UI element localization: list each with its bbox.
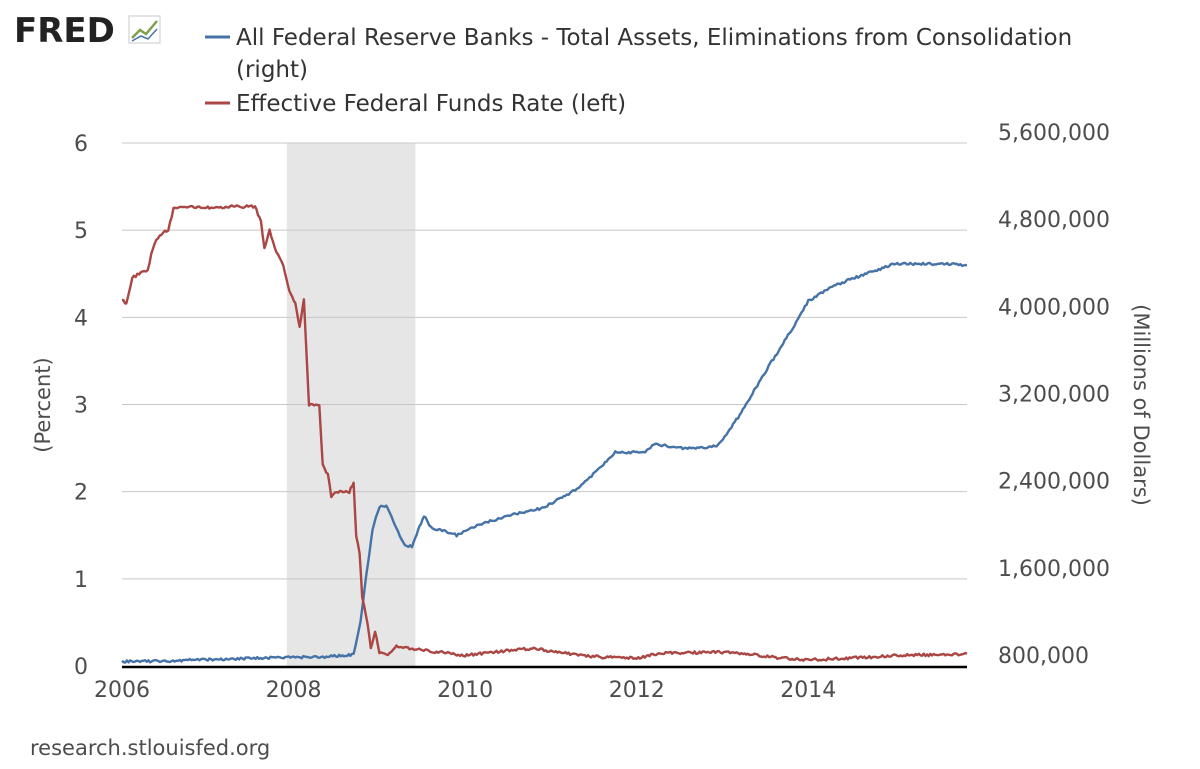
x-tick-label: 2010 xyxy=(437,678,493,703)
fred-graph-icon xyxy=(131,20,158,39)
y-left-tick-label: 6 xyxy=(74,132,88,157)
y-left-tick-label: 0 xyxy=(74,655,88,680)
legend-label-assets: All Federal Reserve Banks - Total Assets… xyxy=(236,25,1072,51)
fred-graph-icon-line xyxy=(131,28,158,42)
legend: All Federal Reserve Banks - Total Assets… xyxy=(205,25,1072,117)
fred-graph-icon-frame xyxy=(128,15,161,44)
y-left-tick-label: 3 xyxy=(74,394,88,419)
y-axis-left-title: (Percent) xyxy=(31,357,55,452)
series-line-total-assets xyxy=(121,261,968,664)
y-right-tick-label: 4,800,000 xyxy=(998,208,1110,233)
y-left-tick-label: 4 xyxy=(74,306,88,331)
y-right-tick-label: 4,000,000 xyxy=(998,295,1110,320)
y-right-tick-label: 800,000 xyxy=(998,644,1089,669)
y-right-tick-label: 2,400,000 xyxy=(998,470,1110,495)
y-right-tick-label: 1,600,000 xyxy=(998,557,1110,582)
y-axis-right-title: (Millions of Dollars) xyxy=(1129,304,1153,506)
legend-label-assets-axis: (right) xyxy=(236,57,308,83)
y-left-tick-label: 2 xyxy=(74,481,88,506)
legend-label-fedfunds: Effective Federal Funds Rate (left) xyxy=(236,91,626,117)
series-lines xyxy=(121,204,968,664)
fred-logo-text: FRED xyxy=(14,11,115,51)
gridlines xyxy=(122,142,967,580)
y-left-tick-label: 1 xyxy=(74,568,88,593)
x-tick-label: 2014 xyxy=(780,678,836,703)
y-right-tick-label: 5,600,000 xyxy=(998,121,1110,146)
x-tick-label: 2008 xyxy=(266,678,322,703)
y-right-tick-label: 3,200,000 xyxy=(998,383,1110,408)
series-line-fed-funds-rate xyxy=(121,204,968,662)
fred-logo[interactable]: FRED xyxy=(14,11,161,51)
x-tick-label: 2012 xyxy=(609,678,665,703)
source-link[interactable]: research.stlouisfed.org xyxy=(30,736,271,760)
y-left-tick-label: 5 xyxy=(74,219,88,244)
axes: 0 1 2 3 4 5 6 800,000 1,600,000 2,400,000 3,200,00… xyxy=(74,121,1110,703)
x-tick-label: 2006 xyxy=(94,678,150,703)
